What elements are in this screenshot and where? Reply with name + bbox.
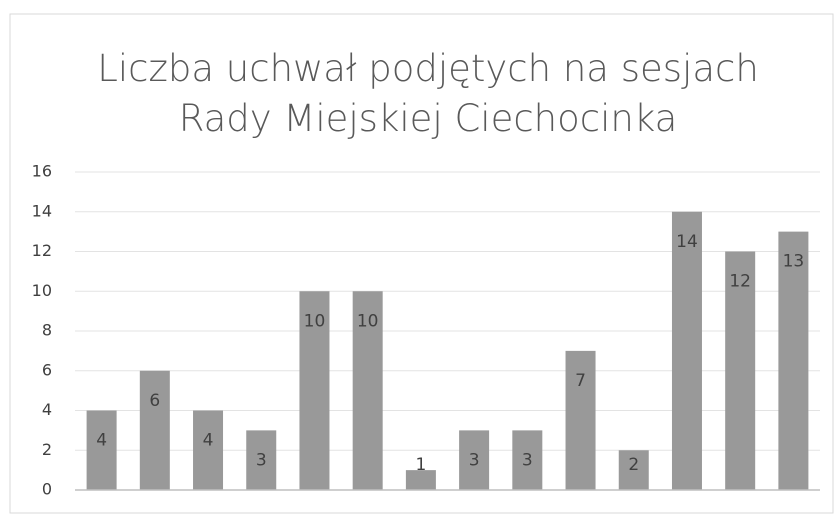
data-label: 6 [149, 391, 160, 411]
data-label: 14 [676, 232, 698, 252]
y-tick-label: 6 [42, 360, 52, 379]
data-label: 1 [415, 455, 426, 475]
bar [299, 291, 330, 490]
y-tick-label: 8 [42, 321, 52, 340]
bar [618, 450, 649, 490]
bar [405, 470, 436, 490]
bar [565, 350, 596, 490]
data-label: 2 [628, 455, 639, 475]
data-label: 3 [469, 450, 480, 470]
title-line: Rady Miejskiej Ciechocinka [179, 97, 678, 140]
data-label: 10 [304, 311, 326, 331]
bar [671, 211, 702, 490]
y-tick-label: 16 [32, 162, 52, 181]
data-label: 4 [96, 431, 107, 451]
bar [246, 430, 277, 490]
bar [352, 291, 383, 490]
bar [193, 410, 224, 490]
data-label: 3 [522, 450, 533, 470]
chart-title: Liczba uchwał podjętych na sesjach Rady M… [97, 47, 759, 140]
y-tick-label: 2 [42, 440, 52, 459]
y-tick-label: 14 [32, 201, 52, 220]
y-tick-label: 0 [42, 480, 52, 499]
bar [725, 251, 756, 490]
y-tick-label: 4 [42, 400, 52, 419]
data-label: 4 [203, 431, 214, 451]
title-line: Liczba uchwał podjętych na sesjach [97, 47, 759, 90]
data-label: 12 [729, 272, 751, 292]
data-label: 7 [575, 371, 586, 391]
y-tick-label: 12 [32, 241, 52, 260]
bar [459, 430, 490, 490]
bar [139, 370, 170, 490]
y-tick-label: 10 [32, 281, 52, 300]
data-label: 13 [783, 252, 805, 272]
bar [778, 231, 809, 490]
data-label: 3 [256, 450, 267, 470]
data-label: 10 [357, 311, 379, 331]
bar [512, 430, 543, 490]
bar [86, 410, 117, 490]
